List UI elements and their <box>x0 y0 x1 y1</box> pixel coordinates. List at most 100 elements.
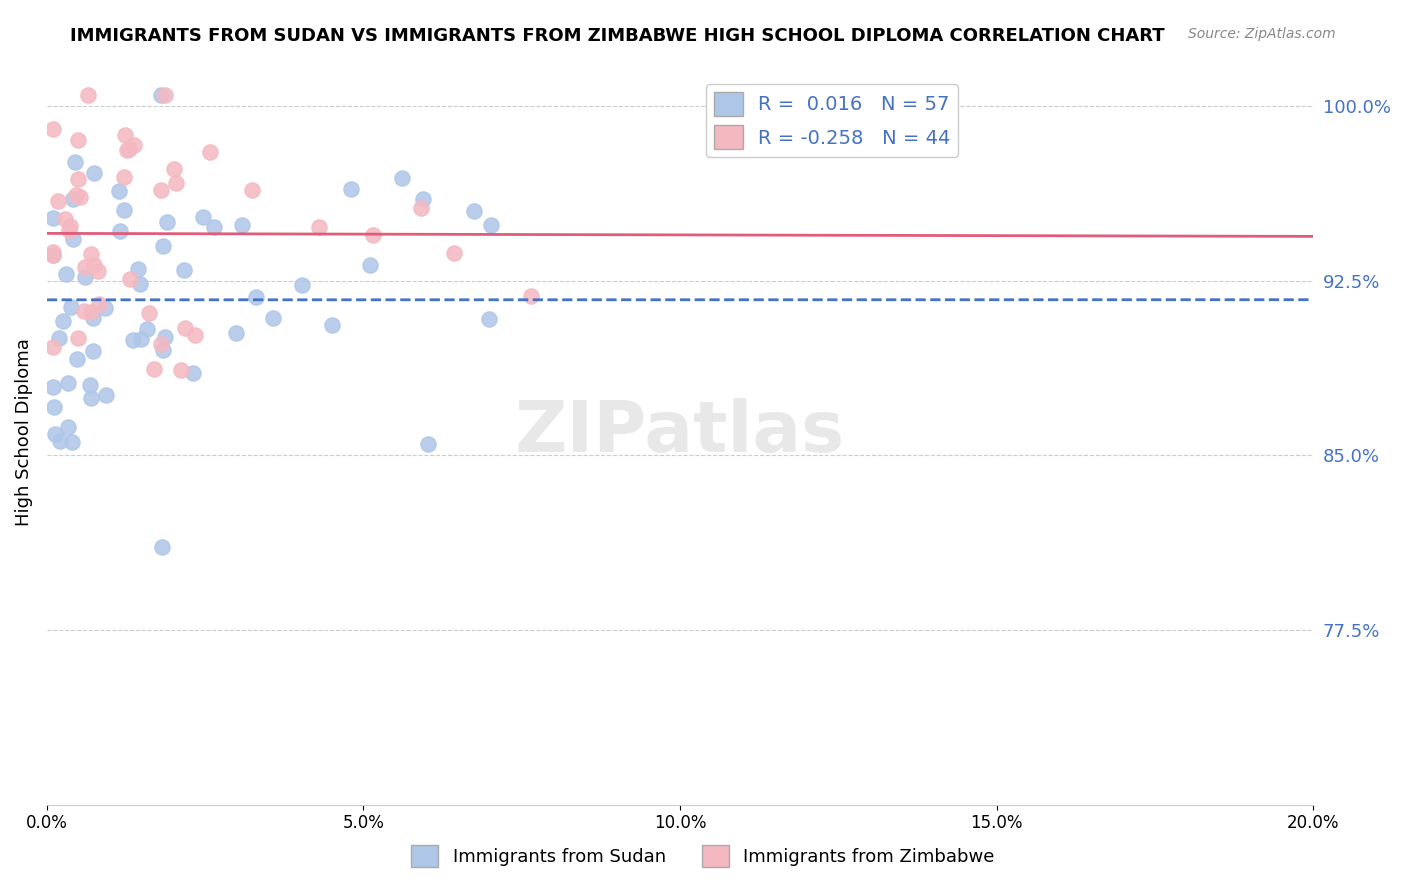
Point <box>149 337 172 351</box>
Point <box>152 239 174 253</box>
Point <box>59 219 82 233</box>
Point <box>49 434 72 448</box>
Point <box>120 272 142 286</box>
Point <box>96 388 118 402</box>
Point <box>150 183 173 197</box>
Point <box>42 380 65 394</box>
Point <box>340 182 363 196</box>
Point <box>67 331 90 345</box>
Point <box>136 322 159 336</box>
Point <box>231 218 253 232</box>
Point <box>58 376 80 391</box>
Point <box>63 155 86 169</box>
Point <box>127 261 149 276</box>
Point <box>200 145 222 159</box>
Point <box>173 263 195 277</box>
Point <box>115 143 138 157</box>
Point <box>44 400 66 414</box>
Point <box>124 137 146 152</box>
Point <box>156 215 179 229</box>
Point <box>76 87 98 102</box>
Point <box>42 122 65 136</box>
Point <box>129 332 152 346</box>
Point <box>82 343 104 358</box>
Point <box>114 128 136 143</box>
Point <box>55 267 77 281</box>
Point <box>416 436 439 450</box>
Point <box>165 176 187 190</box>
Point <box>361 228 384 243</box>
Point <box>62 192 84 206</box>
Point <box>170 363 193 377</box>
Point <box>53 211 76 226</box>
Legend: R =  0.016   N = 57, R = -0.258   N = 44: R = 0.016 N = 57, R = -0.258 N = 44 <box>706 84 959 157</box>
Text: ZIPatlas: ZIPatlas <box>515 398 845 467</box>
Text: IMMIGRANTS FROM SUDAN VS IMMIGRANTS FROM ZIMBABWE HIGH SCHOOL DIPLOMA CORRELATIO: IMMIGRANTS FROM SUDAN VS IMMIGRANTS FROM… <box>70 27 1166 45</box>
Point <box>138 306 160 320</box>
Point <box>118 142 141 156</box>
Point <box>245 290 267 304</box>
Point <box>87 264 110 278</box>
Point <box>73 303 96 318</box>
Point <box>242 183 264 197</box>
Point <box>42 248 65 262</box>
Point <box>262 310 284 325</box>
Point <box>82 310 104 325</box>
Point <box>202 220 225 235</box>
Point <box>463 204 485 219</box>
Point <box>59 300 82 314</box>
Point <box>128 277 150 291</box>
Point <box>191 210 214 224</box>
Point <box>163 161 186 176</box>
Point <box>478 312 501 326</box>
Point <box>83 258 105 272</box>
Y-axis label: High School Diploma: High School Diploma <box>15 338 32 526</box>
Point <box>143 361 166 376</box>
Point <box>519 289 541 303</box>
Point <box>152 343 174 358</box>
Point <box>308 219 330 234</box>
Point <box>149 87 172 102</box>
Point <box>184 328 207 343</box>
Point <box>83 166 105 180</box>
Point <box>409 202 432 216</box>
Point <box>80 247 103 261</box>
Point <box>443 246 465 260</box>
Point <box>112 170 135 185</box>
Point <box>291 278 314 293</box>
Point <box>75 260 97 274</box>
Point <box>42 340 65 354</box>
Point <box>42 248 65 262</box>
Point <box>80 305 103 319</box>
Point <box>66 352 89 367</box>
Point <box>60 434 83 449</box>
Point <box>69 189 91 203</box>
Point <box>412 192 434 206</box>
Point <box>73 270 96 285</box>
Point <box>65 188 87 202</box>
Point <box>479 218 502 232</box>
Point <box>42 211 65 226</box>
Point <box>110 224 132 238</box>
Point <box>48 331 70 345</box>
Point <box>174 321 197 335</box>
Point <box>46 194 69 209</box>
Point <box>89 296 111 310</box>
Point <box>122 333 145 347</box>
Text: Source: ZipAtlas.com: Source: ZipAtlas.com <box>1188 27 1336 41</box>
Point <box>112 202 135 217</box>
Point <box>58 420 80 434</box>
Point <box>181 366 204 380</box>
Point <box>391 170 413 185</box>
Point <box>150 541 173 555</box>
Point <box>93 301 115 315</box>
Point <box>42 245 65 260</box>
Point <box>321 318 343 332</box>
Point <box>79 377 101 392</box>
Point <box>52 314 75 328</box>
Point <box>67 133 90 147</box>
Point <box>153 87 176 102</box>
Point <box>58 223 80 237</box>
Point <box>66 172 89 186</box>
Point <box>44 426 66 441</box>
